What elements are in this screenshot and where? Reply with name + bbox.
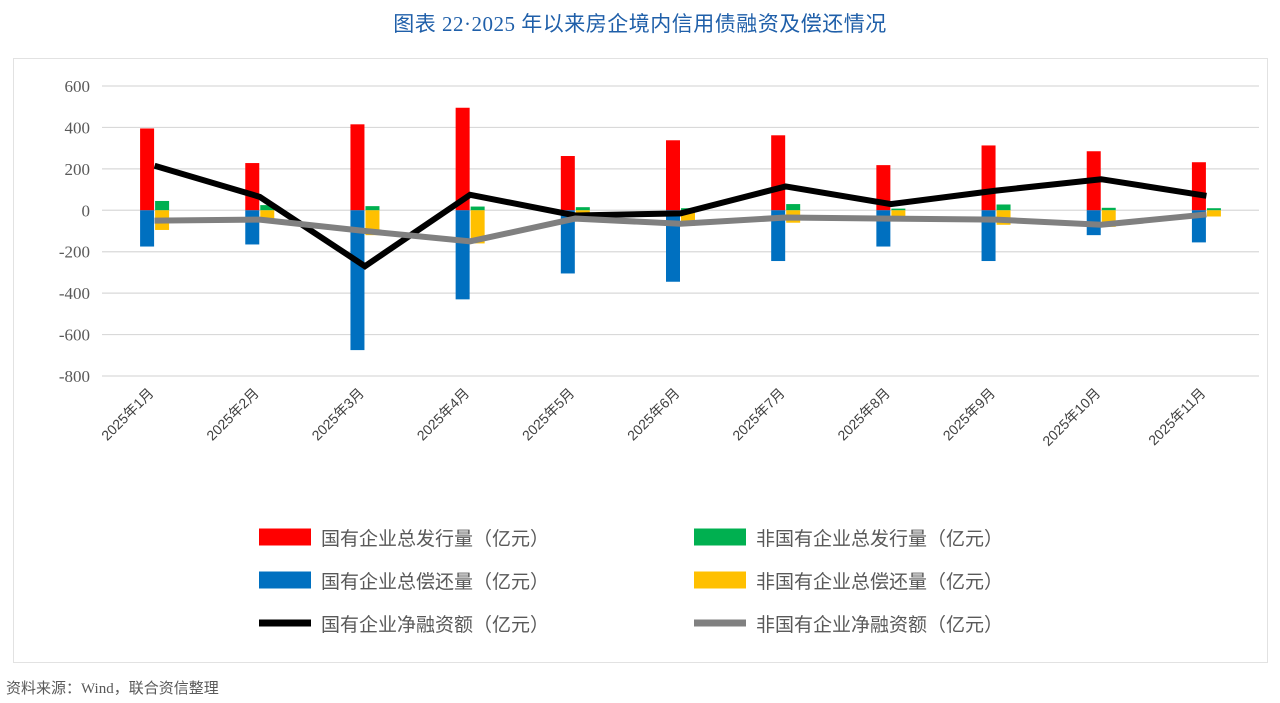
- chart-frame: 600 400 200 0 -200 -400 -600 -800 2025年1月 2025年2…: [13, 58, 1268, 663]
- bar: [876, 165, 891, 211]
- line-series: [154, 211, 1207, 245]
- y-tick-label: -200: [59, 243, 90, 262]
- bar: [771, 210, 786, 262]
- x-category-label: 2025年7月: [729, 385, 788, 444]
- x-category-label: 2025年5月: [519, 385, 578, 444]
- legend-label: 国有企业净融资额（亿元）: [321, 614, 549, 636]
- legend-item[interactable]: 非国有企业总偿还量（亿元）: [694, 571, 1003, 593]
- x-category-label: 2025年4月: [414, 385, 473, 444]
- bar: [1191, 162, 1206, 211]
- bar: [470, 206, 485, 211]
- bar-series-group: [140, 107, 1221, 351]
- legend-swatch-bar: [259, 528, 311, 546]
- y-tick-label: -600: [59, 326, 90, 345]
- y-tick-label: -400: [59, 284, 90, 303]
- bar-series: [140, 210, 1206, 351]
- bar: [981, 210, 996, 262]
- bar: [666, 210, 680, 282]
- bar: [140, 210, 155, 247]
- bar: [771, 135, 786, 211]
- x-category-label: 2025年6月: [624, 385, 683, 444]
- bar: [260, 210, 275, 222]
- bar: [455, 107, 470, 211]
- y-tick-label: 200: [65, 160, 91, 179]
- bar: [666, 140, 680, 211]
- bar: [470, 210, 485, 244]
- source-note: 资料来源：Wind，联合资信整理: [6, 681, 219, 697]
- grid-lines: [102, 85, 1259, 377]
- y-axis-tick-labels: 600 400 200 0 -200 -400 -600 -800: [59, 77, 90, 386]
- bar: [575, 207, 590, 211]
- bar: [155, 200, 170, 211]
- bar: [350, 124, 365, 211]
- legend-swatch-bar: [259, 571, 311, 589]
- bar: [350, 210, 365, 351]
- x-category-label: 2025年2月: [203, 385, 262, 444]
- y-tick-label: 0: [82, 201, 91, 220]
- bar: [891, 208, 906, 211]
- x-category-label: 2025年3月: [308, 385, 367, 444]
- financing-bar-line-chart: 600 400 200 0 -200 -400 -600 -800 2025年1月 2025年2…: [59, 77, 1259, 636]
- legend-item[interactable]: 国有企业总偿还量（亿元）: [259, 571, 549, 593]
- bar: [245, 163, 260, 211]
- bar: [1101, 207, 1116, 211]
- bar: [996, 204, 1011, 211]
- bar: [455, 210, 470, 300]
- bar: [245, 210, 260, 245]
- legend-label: 非国有企业净融资额（亿元）: [756, 614, 1003, 636]
- legend-item[interactable]: 非国有企业净融资额（亿元）: [694, 614, 1003, 636]
- legend-swatch-bar: [694, 528, 746, 546]
- line-series: [153, 162, 1207, 270]
- bar: [786, 204, 801, 211]
- bar: [140, 128, 155, 211]
- legend-item[interactable]: 国有企业净融资额（亿元）: [259, 614, 549, 636]
- chart-legend: 国有企业总发行量（亿元） 非国有企业总发行量（亿元） 国有企业总偿还量（亿元） 非国有…: [259, 528, 1003, 636]
- bar: [560, 210, 575, 274]
- legend-swatch-bar: [694, 571, 746, 589]
- x-category-label: 2025年1月: [98, 385, 157, 444]
- bar: [260, 205, 275, 211]
- page-title: 图表 22·2025 年以来房企境内信用债融资及偿还情况: [393, 12, 887, 36]
- x-category-label: 2025年11月: [1145, 385, 1208, 448]
- bar: [1206, 208, 1221, 211]
- x-axis-category-labels: 2025年1月 2025年2月 2025年3月 2025年4月 2025年5月 2025年…: [98, 385, 1208, 449]
- bar: [981, 145, 996, 211]
- x-category-label: 2025年8月: [834, 385, 893, 444]
- line-series-group: [153, 162, 1207, 270]
- bar: [560, 156, 575, 211]
- legend-label: 国有企业总发行量（亿元）: [321, 528, 549, 550]
- bar: [891, 210, 906, 220]
- legend-item[interactable]: 国有企业总发行量（亿元）: [259, 528, 549, 550]
- y-tick-label: -800: [59, 367, 90, 386]
- legend-label: 非国有企业总发行量（亿元）: [756, 528, 1003, 550]
- legend-item[interactable]: 非国有企业总发行量（亿元）: [694, 528, 1003, 550]
- y-tick-label: 400: [65, 118, 91, 137]
- x-category-label: 2025年9月: [940, 385, 999, 444]
- bar: [1206, 210, 1221, 217]
- x-category-label: 2025年10月: [1039, 385, 1103, 449]
- bar: [365, 206, 380, 211]
- bar-series: [140, 107, 1206, 211]
- legend-label: 国有企业总偿还量（亿元）: [321, 571, 549, 593]
- legend-swatch-line: [694, 619, 746, 627]
- y-tick-label: 600: [65, 77, 91, 96]
- legend-label: 非国有企业总偿还量（亿元）: [756, 571, 1003, 593]
- legend-swatch-line: [259, 619, 311, 627]
